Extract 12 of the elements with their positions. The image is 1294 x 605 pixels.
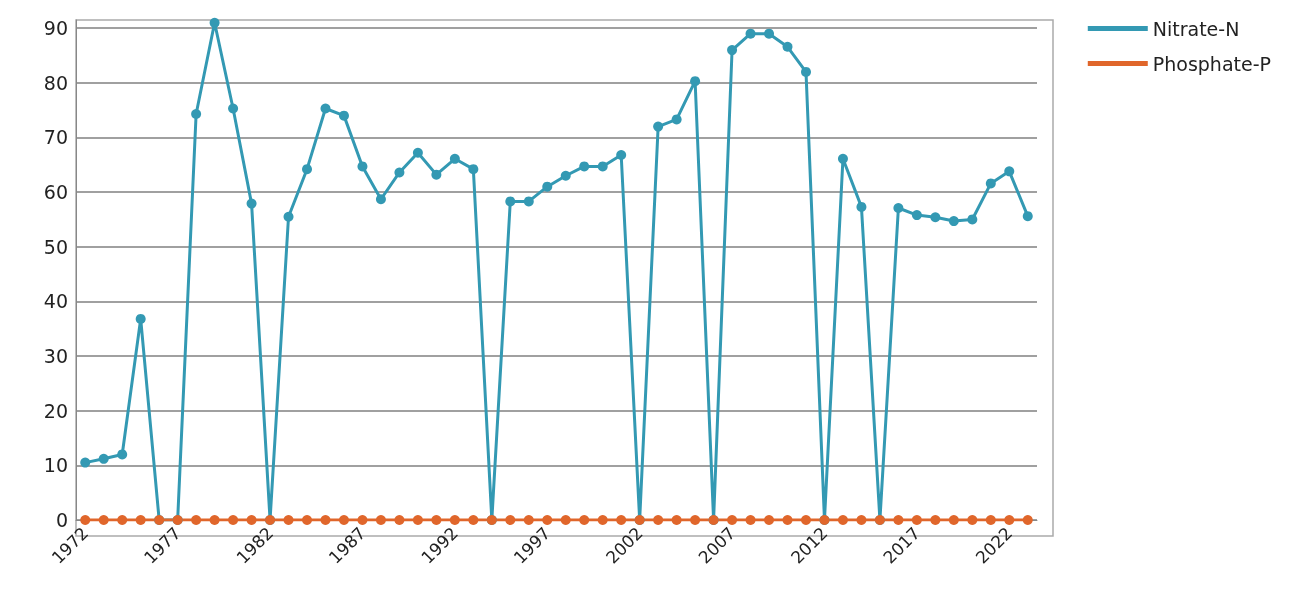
y-tick-label: 50 — [43, 235, 68, 258]
y-tick-label: 20 — [43, 399, 68, 422]
legend-label: Phosphate-P — [1152, 52, 1272, 75]
y-tick-label: 70 — [43, 126, 68, 149]
legend-label: Nitrate-N — [1152, 17, 1240, 40]
y-tick-label: 80 — [43, 71, 68, 94]
y-tick-label: 0 — [55, 509, 68, 531]
y-tick-label: 10 — [43, 454, 68, 477]
y-tick-label: 90 — [43, 17, 68, 40]
y-tick-label: 40 — [43, 290, 68, 313]
y-tick-label: 60 — [43, 181, 68, 204]
y-tick-label: 30 — [43, 345, 68, 368]
